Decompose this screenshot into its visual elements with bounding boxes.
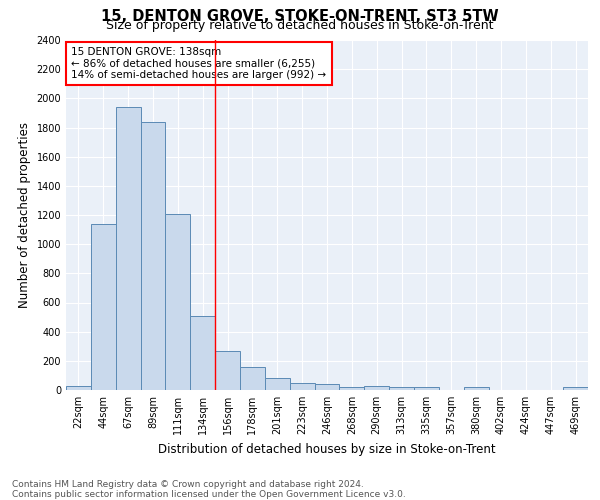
X-axis label: Distribution of detached houses by size in Stoke-on-Trent: Distribution of detached houses by size … — [158, 442, 496, 456]
Bar — [240, 368, 265, 390]
Bar — [215, 350, 240, 390]
Bar — [563, 387, 588, 390]
Bar — [414, 387, 439, 390]
Text: Size of property relative to detached houses in Stoke-on-Trent: Size of property relative to detached ho… — [106, 19, 494, 32]
Bar — [464, 387, 488, 390]
Bar — [166, 214, 190, 390]
Bar — [91, 224, 116, 390]
Bar — [364, 386, 389, 390]
Text: 15, DENTON GROVE, STOKE-ON-TRENT, ST3 5TW: 15, DENTON GROVE, STOKE-ON-TRENT, ST3 5T… — [101, 9, 499, 24]
Bar — [190, 316, 215, 390]
Bar — [66, 386, 91, 390]
Bar — [340, 387, 364, 390]
Bar — [389, 387, 414, 390]
Bar — [140, 122, 166, 390]
Bar — [314, 384, 340, 390]
Y-axis label: Number of detached properties: Number of detached properties — [18, 122, 31, 308]
Bar — [265, 378, 290, 390]
Bar — [116, 107, 140, 390]
Text: Contains HM Land Registry data © Crown copyright and database right 2024.
Contai: Contains HM Land Registry data © Crown c… — [12, 480, 406, 499]
Bar — [290, 384, 314, 390]
Text: 15 DENTON GROVE: 138sqm
← 86% of detached houses are smaller (6,255)
14% of semi: 15 DENTON GROVE: 138sqm ← 86% of detache… — [71, 47, 326, 80]
